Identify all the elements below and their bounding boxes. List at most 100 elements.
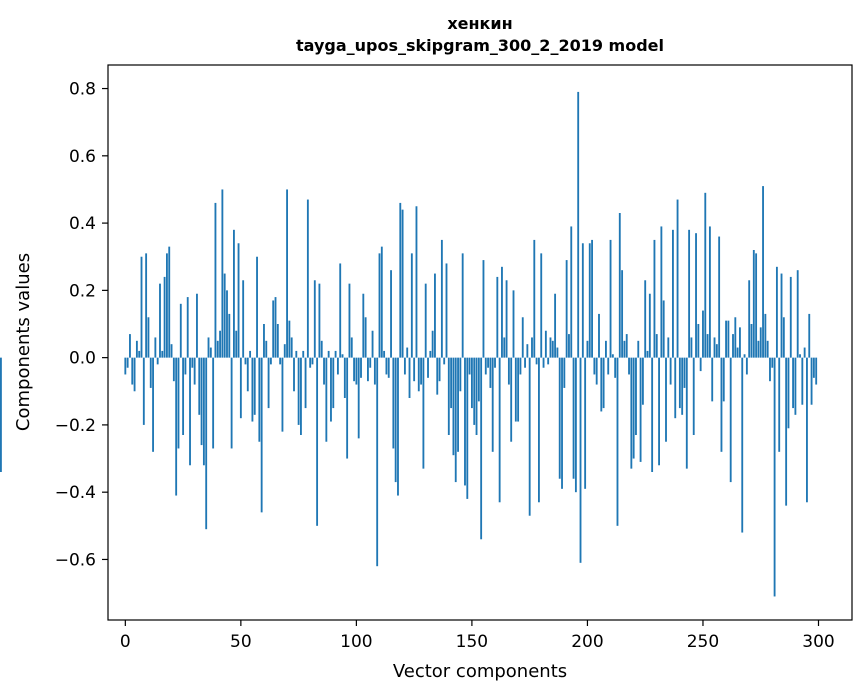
bar xyxy=(773,357,776,597)
bar xyxy=(339,263,342,358)
bar xyxy=(263,324,265,358)
bar xyxy=(695,233,697,358)
bar xyxy=(655,334,658,358)
bar xyxy=(750,324,753,358)
bar xyxy=(316,357,319,526)
bar xyxy=(265,340,268,358)
bar xyxy=(147,317,150,358)
bar xyxy=(373,357,376,385)
bar xyxy=(434,273,436,358)
bar xyxy=(253,357,256,415)
bar xyxy=(501,266,503,358)
bar xyxy=(568,334,570,358)
bar xyxy=(586,340,589,358)
bar xyxy=(806,357,808,503)
bar xyxy=(540,253,543,358)
bar xyxy=(496,276,499,358)
bar xyxy=(424,283,427,358)
bar xyxy=(334,350,337,358)
bar xyxy=(318,283,321,358)
bar xyxy=(510,357,513,442)
bar xyxy=(782,317,785,358)
bar xyxy=(600,357,603,412)
y-tick-label: 0.6 xyxy=(69,147,96,167)
bar xyxy=(406,347,409,358)
bar xyxy=(156,357,159,365)
bar xyxy=(327,350,330,358)
bar xyxy=(256,256,258,358)
bar xyxy=(297,357,300,425)
bar xyxy=(803,347,806,358)
bar xyxy=(212,357,215,449)
bar xyxy=(447,357,450,435)
bar xyxy=(648,293,651,358)
bar xyxy=(697,324,700,358)
bar xyxy=(715,344,718,358)
bar xyxy=(267,357,270,409)
bar xyxy=(487,357,490,368)
bar xyxy=(302,350,305,358)
bar xyxy=(438,357,441,382)
bar xyxy=(320,340,323,358)
bar xyxy=(403,357,406,375)
bar xyxy=(390,270,392,358)
bar xyxy=(214,202,217,358)
bar xyxy=(641,357,644,405)
bar xyxy=(628,357,630,375)
bar xyxy=(332,357,335,409)
bar xyxy=(161,350,164,358)
bar xyxy=(630,357,633,469)
bar xyxy=(177,357,180,449)
bar xyxy=(357,357,360,439)
bar xyxy=(759,327,762,358)
bar xyxy=(549,337,552,358)
bar xyxy=(126,357,129,368)
bar xyxy=(397,357,399,496)
bar xyxy=(489,357,492,388)
bar xyxy=(325,357,328,442)
x-tick-label: 300 xyxy=(802,632,834,652)
bar xyxy=(413,357,416,382)
bar xyxy=(494,357,496,368)
bar xyxy=(605,340,607,358)
bar xyxy=(401,209,404,358)
bar xyxy=(355,357,358,385)
bar xyxy=(651,357,654,472)
bar xyxy=(556,347,559,358)
bar xyxy=(189,357,191,466)
bar xyxy=(521,317,524,358)
bar xyxy=(367,357,369,382)
bar xyxy=(422,357,425,469)
bar xyxy=(748,280,751,358)
bar xyxy=(251,357,254,422)
bar xyxy=(584,357,587,489)
bar xyxy=(588,243,591,358)
bar xyxy=(720,357,723,452)
bar xyxy=(380,246,383,358)
bar xyxy=(182,357,185,435)
bar xyxy=(288,320,291,358)
bar xyxy=(283,344,286,358)
bar xyxy=(769,357,771,382)
bar xyxy=(200,357,203,446)
y-tick-label: −0.2 xyxy=(55,416,96,436)
bar xyxy=(295,350,298,358)
bar xyxy=(281,357,284,432)
y-tick-label: 0.8 xyxy=(69,80,96,100)
x-tick-label: 200 xyxy=(571,632,603,652)
y-tick-label: −0.6 xyxy=(55,550,96,570)
bar xyxy=(276,324,279,358)
bar xyxy=(607,357,610,375)
bar xyxy=(812,357,815,378)
bar xyxy=(743,354,746,358)
bar xyxy=(757,340,760,358)
bar xyxy=(551,340,554,358)
bar xyxy=(593,357,596,375)
x-axis-label: Vector components xyxy=(393,661,567,682)
y-tick-label: −0.4 xyxy=(55,483,96,503)
bar xyxy=(544,330,547,358)
bar xyxy=(702,310,704,358)
x-axis-ticks: 0 50 100 150 200 250 300 xyxy=(120,620,835,652)
bar xyxy=(129,334,131,358)
bar xyxy=(172,357,175,382)
